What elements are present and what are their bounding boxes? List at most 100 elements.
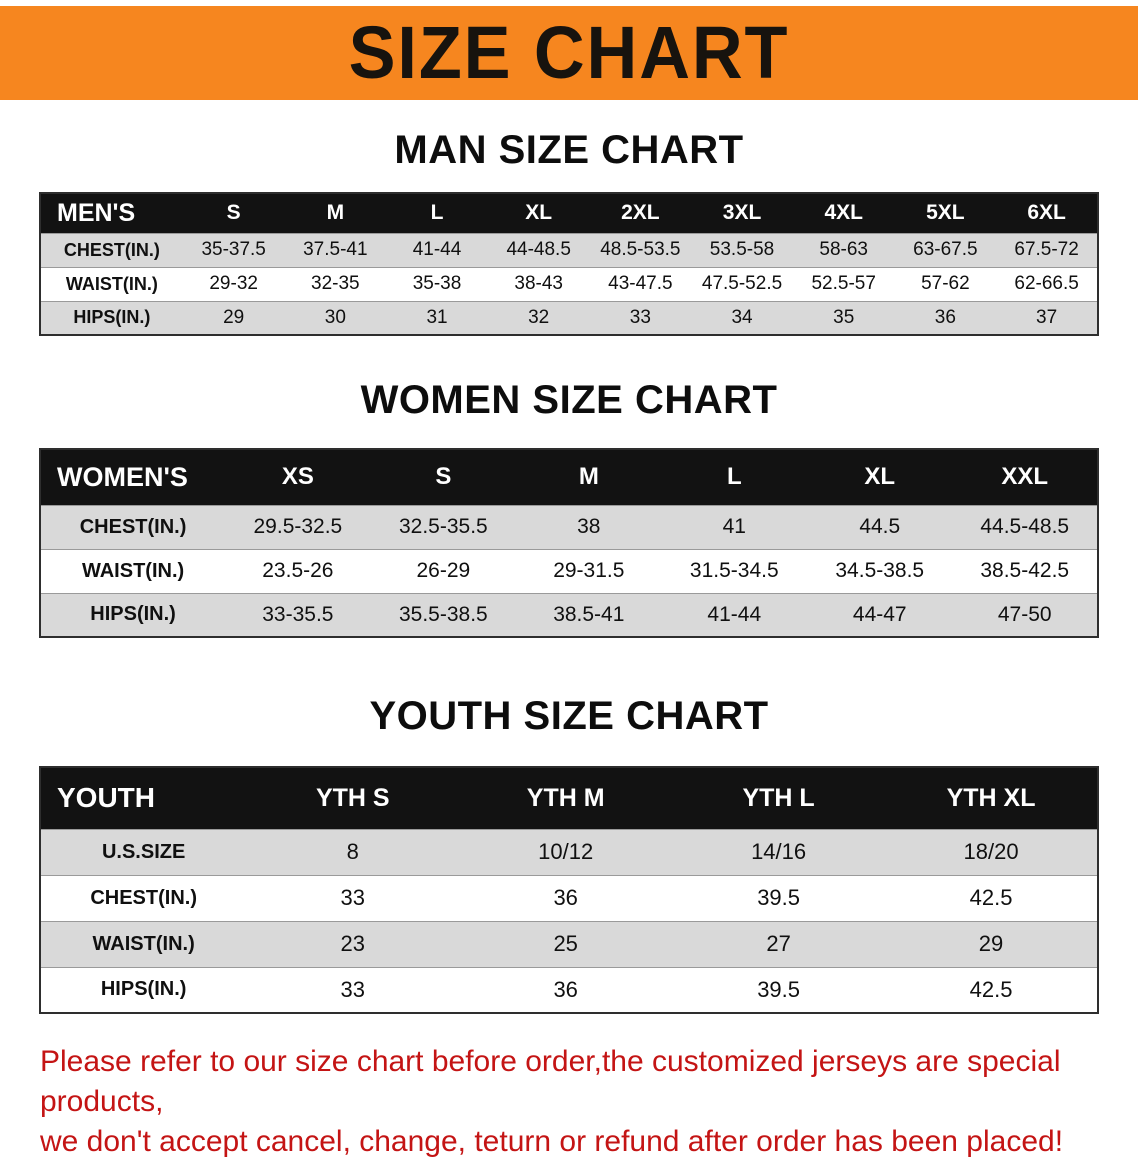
men-size-table: MEN'S S M L XL 2XL 3XL 4XL 5XL 6XL CHEST(IN.) 35-37… xyxy=(39,192,1099,336)
measurement-value-cell: 35.5-38.5 xyxy=(370,592,517,637)
measurement-value-cell: 47-50 xyxy=(952,592,1098,637)
youth-size-table: YOUTH YTH S YTH M YTH L YTH XL U.S.SIZE 8 10/12… xyxy=(39,766,1099,1014)
table-header-row: MEN'S S M L XL 2XL 3XL 4XL 5XL 6XL xyxy=(40,193,1098,233)
size-column-header: YTH M xyxy=(526,783,605,812)
measurement-value-cell: 23 xyxy=(246,920,460,967)
measurement-value-cell: 29-32 xyxy=(182,266,285,301)
size-column-header: M xyxy=(326,201,345,225)
measurement-value-cell: 43-47.5 xyxy=(589,266,692,301)
size-column-header: XS xyxy=(281,463,314,491)
measurement-value-cell: 23.5-26 xyxy=(225,548,371,593)
measurement-value-cell: 8 xyxy=(246,828,460,875)
size-column-header: 5XL xyxy=(926,201,965,225)
measurement-value-cell: 58-63 xyxy=(792,232,895,267)
measurement-value-cell: 38.5-42.5 xyxy=(952,548,1098,593)
measurement-value-cell: 29 xyxy=(885,920,1098,967)
measurement-value-cell: 36 xyxy=(459,874,673,921)
measurement-label-cell: CHEST(IN.) xyxy=(40,232,183,267)
size-column-header: XL xyxy=(864,463,896,491)
measurement-value-cell: 35-37.5 xyxy=(182,232,285,267)
measurement-value-cell: 32.5-35.5 xyxy=(370,504,517,549)
measurement-value-cell: 63-67.5 xyxy=(894,232,997,267)
measurement-value-cell: 52.5-57 xyxy=(792,266,895,301)
size-column-header: 2XL xyxy=(621,201,660,225)
measurement-value-cell: 30 xyxy=(284,300,387,335)
men-section: MAN SIZE CHART MEN'S S M L XL 2XL 3XL 4XL 5XL 6XL… xyxy=(0,128,1138,336)
measurement-value-cell: 32 xyxy=(487,300,590,335)
measurement-value-cell: 27 xyxy=(672,920,886,967)
table-row: WAIST(IN.) 29-32 32-35 35-38 38-43 43-47.5 47.… xyxy=(40,266,1098,301)
women-size-table: WOMEN'S XS S M L XL XXL CHEST(IN.) 29.5-32.5 32.5… xyxy=(39,448,1099,638)
size-column-header: S xyxy=(435,463,452,491)
table-header-row: WOMEN'S XS S M L XL XXL xyxy=(40,449,1098,505)
measurement-label-cell: HIPS(IN.) xyxy=(40,966,247,1013)
measurement-value-cell: 31.5-34.5 xyxy=(661,548,808,593)
measurement-value-cell: 42.5 xyxy=(885,874,1098,921)
measurement-value-cell: 18/20 xyxy=(885,828,1098,875)
disclaimer-note: Please refer to our size chart before or… xyxy=(40,1042,1110,1162)
table-row: WAIST(IN.) 23 25 27 29 xyxy=(40,920,1098,967)
table-row: WAIST(IN.) 23.5-26 26-29 29-31.5 31.5-34.5 34… xyxy=(40,548,1098,593)
measurement-value-cell: 38 xyxy=(516,504,662,549)
measurement-value-cell: 44.5 xyxy=(807,504,953,549)
size-column-header: L xyxy=(430,201,444,225)
women-section: WOMEN SIZE CHART WOMEN'S XS S M L XL XXL CHEST(… xyxy=(0,378,1138,638)
measurement-value-cell: 14/16 xyxy=(672,828,886,875)
measurement-value-cell: 44-47 xyxy=(807,592,953,637)
measurement-value-cell: 33 xyxy=(246,966,460,1013)
measurement-value-cell: 37 xyxy=(996,300,1098,335)
measurement-value-cell: 48.5-53.5 xyxy=(589,232,692,267)
measurement-value-cell: 57-62 xyxy=(894,266,997,301)
measurement-value-cell: 41-44 xyxy=(386,232,488,267)
measurement-value-cell: 37.5-41 xyxy=(284,232,387,267)
measurement-value-cell: 39.5 xyxy=(672,966,886,1013)
size-column-header: YTH XL xyxy=(946,783,1036,812)
disclaimer-line-2: we don't accept cancel, change, teturn o… xyxy=(40,1124,1064,1158)
measurement-value-cell: 29-31.5 xyxy=(516,548,662,593)
table-row: CHEST(IN.) 35-37.5 37.5-41 41-44 44-48.5 48.5… xyxy=(40,232,1098,267)
size-column-header: 4XL xyxy=(824,201,863,225)
size-column-header: XL xyxy=(525,201,553,225)
table-title-cell: WOMEN'S xyxy=(57,461,188,492)
table-header-row: YOUTH YTH S YTH M YTH L YTH XL xyxy=(40,767,1098,829)
table-row: U.S.SIZE 8 10/12 14/16 18/20 xyxy=(40,828,1098,875)
measurement-value-cell: 67.5-72 xyxy=(996,232,1098,267)
banner-title: SIZE CHART xyxy=(348,11,790,94)
measurement-value-cell: 33-35.5 xyxy=(225,592,371,637)
measurement-label-cell: WAIST(IN.) xyxy=(40,548,226,593)
measurement-value-cell: 36 xyxy=(894,300,997,335)
youth-section-heading: YOUTH SIZE CHART xyxy=(369,694,769,738)
table-row: HIPS(IN.) 33 36 39.5 42.5 xyxy=(40,966,1098,1013)
measurement-label-cell: U.S.SIZE xyxy=(40,828,247,875)
measurement-value-cell: 35 xyxy=(792,300,895,335)
measurement-label-cell: HIPS(IN.) xyxy=(40,300,183,335)
measurement-value-cell: 26-29 xyxy=(370,548,517,593)
measurement-value-cell: 34 xyxy=(691,300,793,335)
size-chart-banner: SIZE CHART xyxy=(0,6,1138,100)
measurement-value-cell: 44.5-48.5 xyxy=(952,504,1098,549)
table-row: HIPS(IN.) 29 30 31 32 33 34 35 36 37 xyxy=(40,300,1098,335)
measurement-value-cell: 38-43 xyxy=(487,266,590,301)
measurement-value-cell: 42.5 xyxy=(885,966,1098,1013)
measurement-value-cell: 29.5-32.5 xyxy=(225,504,371,549)
measurement-label-cell: CHEST(IN.) xyxy=(40,874,247,921)
measurement-value-cell: 36 xyxy=(459,966,673,1013)
measurement-value-cell: 41 xyxy=(661,504,808,549)
measurement-value-cell: 53.5-58 xyxy=(691,232,793,267)
measurement-value-cell: 29 xyxy=(182,300,285,335)
measurement-value-cell: 38.5-41 xyxy=(516,592,662,637)
table-row: CHEST(IN.) 33 36 39.5 42.5 xyxy=(40,874,1098,921)
size-column-header: XXL xyxy=(1001,463,1049,491)
table-row: CHEST(IN.) 29.5-32.5 32.5-35.5 38 41 44.5 44.5… xyxy=(40,504,1098,549)
measurement-label-cell: HIPS(IN.) xyxy=(40,592,226,637)
table-title-cell: MEN'S xyxy=(57,198,136,227)
measurement-value-cell: 47.5-52.5 xyxy=(691,266,793,301)
size-column-header: 6XL xyxy=(1027,201,1066,225)
measurement-value-cell: 31 xyxy=(386,300,488,335)
youth-section: YOUTH SIZE CHART YOUTH YTH S YTH M YTH L YTH… xyxy=(0,694,1138,1014)
measurement-label-cell: WAIST(IN.) xyxy=(40,920,247,967)
disclaimer-line-1: Please refer to our size chart before or… xyxy=(40,1045,1061,1118)
measurement-value-cell: 34.5-38.5 xyxy=(807,548,953,593)
women-section-heading: WOMEN SIZE CHART xyxy=(360,378,778,422)
size-column-header: S xyxy=(226,201,241,225)
